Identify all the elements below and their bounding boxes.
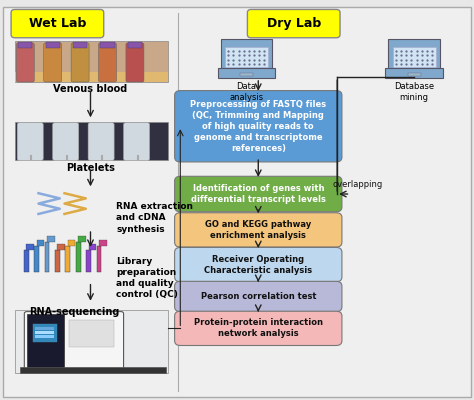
FancyBboxPatch shape: [126, 43, 144, 82]
FancyBboxPatch shape: [174, 213, 342, 247]
Text: RNA extraction
and cDNA
synthesis: RNA extraction and cDNA synthesis: [117, 202, 193, 234]
Bar: [15, 310, 168, 373]
Bar: [393, 47, 436, 67]
FancyBboxPatch shape: [71, 43, 89, 82]
Bar: [97, 246, 101, 272]
Bar: [76, 242, 81, 272]
Bar: [55, 250, 60, 272]
Text: Preprocessing of FASTQ files
(QC, Trimming and Mapping
of high quality reads to
: Preprocessing of FASTQ files (QC, Trimmi…: [190, 100, 326, 153]
Bar: [34, 246, 39, 272]
Bar: [15, 40, 168, 82]
FancyBboxPatch shape: [44, 43, 62, 82]
Bar: [36, 240, 44, 246]
FancyBboxPatch shape: [174, 176, 342, 212]
Bar: [47, 236, 55, 242]
FancyBboxPatch shape: [24, 312, 124, 372]
Text: Data
analysis: Data analysis: [229, 82, 264, 102]
Bar: [408, 73, 420, 76]
Bar: [15, 122, 168, 160]
Bar: [15, 72, 168, 82]
FancyBboxPatch shape: [247, 10, 340, 38]
Bar: [33, 324, 57, 342]
Text: RNA-sequencing: RNA-sequencing: [29, 307, 119, 317]
Bar: [73, 42, 87, 48]
FancyBboxPatch shape: [218, 68, 275, 78]
FancyBboxPatch shape: [124, 123, 150, 160]
FancyBboxPatch shape: [174, 248, 342, 282]
Bar: [128, 42, 142, 48]
Text: Dry Lab: Dry Lab: [266, 17, 321, 30]
Text: Platelets: Platelets: [66, 163, 115, 173]
Bar: [99, 240, 107, 246]
FancyBboxPatch shape: [174, 281, 342, 312]
FancyBboxPatch shape: [53, 123, 79, 160]
Text: Pearson correlation test: Pearson correlation test: [201, 292, 316, 301]
FancyBboxPatch shape: [88, 123, 114, 160]
FancyBboxPatch shape: [16, 43, 34, 82]
FancyBboxPatch shape: [385, 68, 443, 78]
Bar: [68, 240, 75, 246]
Bar: [89, 244, 96, 250]
Bar: [100, 42, 115, 48]
Bar: [27, 314, 64, 370]
Bar: [86, 250, 91, 272]
Bar: [69, 320, 114, 348]
Bar: [46, 42, 60, 48]
FancyBboxPatch shape: [3, 7, 471, 397]
Bar: [57, 244, 65, 250]
Bar: [24, 250, 28, 272]
Bar: [18, 42, 32, 48]
FancyBboxPatch shape: [11, 10, 104, 38]
Bar: [65, 246, 70, 272]
FancyBboxPatch shape: [174, 311, 342, 346]
FancyBboxPatch shape: [388, 39, 440, 70]
Bar: [35, 331, 54, 334]
Text: GO and KEGG pathway
enrichment analysis: GO and KEGG pathway enrichment analysis: [205, 220, 311, 240]
FancyBboxPatch shape: [17, 123, 43, 160]
Text: Receiver Operating
Characteristic analysis: Receiver Operating Characteristic analys…: [204, 254, 312, 275]
FancyBboxPatch shape: [220, 39, 273, 70]
Bar: [19, 368, 166, 373]
Text: overlapping: overlapping: [332, 180, 383, 188]
Text: Wet Lab: Wet Lab: [29, 17, 86, 30]
FancyBboxPatch shape: [99, 43, 117, 82]
FancyBboxPatch shape: [174, 90, 342, 162]
Text: Protein-protein interaction
network analysis: Protein-protein interaction network anal…: [194, 318, 323, 338]
Text: Venous blood: Venous blood: [54, 84, 128, 94]
Bar: [45, 242, 49, 272]
Bar: [35, 335, 54, 338]
Bar: [240, 73, 253, 76]
Text: Library
preparation
and quality
control (QC): Library preparation and quality control …: [117, 256, 178, 299]
Text: Database
mining: Database mining: [394, 82, 434, 102]
Bar: [225, 47, 268, 67]
Bar: [78, 236, 86, 242]
Text: Identification of genes with
differential transcript levels: Identification of genes with differentia…: [191, 184, 326, 204]
Bar: [35, 327, 54, 330]
Bar: [26, 244, 34, 250]
